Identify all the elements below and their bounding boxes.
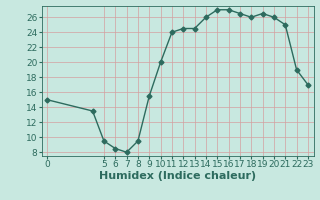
- X-axis label: Humidex (Indice chaleur): Humidex (Indice chaleur): [99, 171, 256, 181]
